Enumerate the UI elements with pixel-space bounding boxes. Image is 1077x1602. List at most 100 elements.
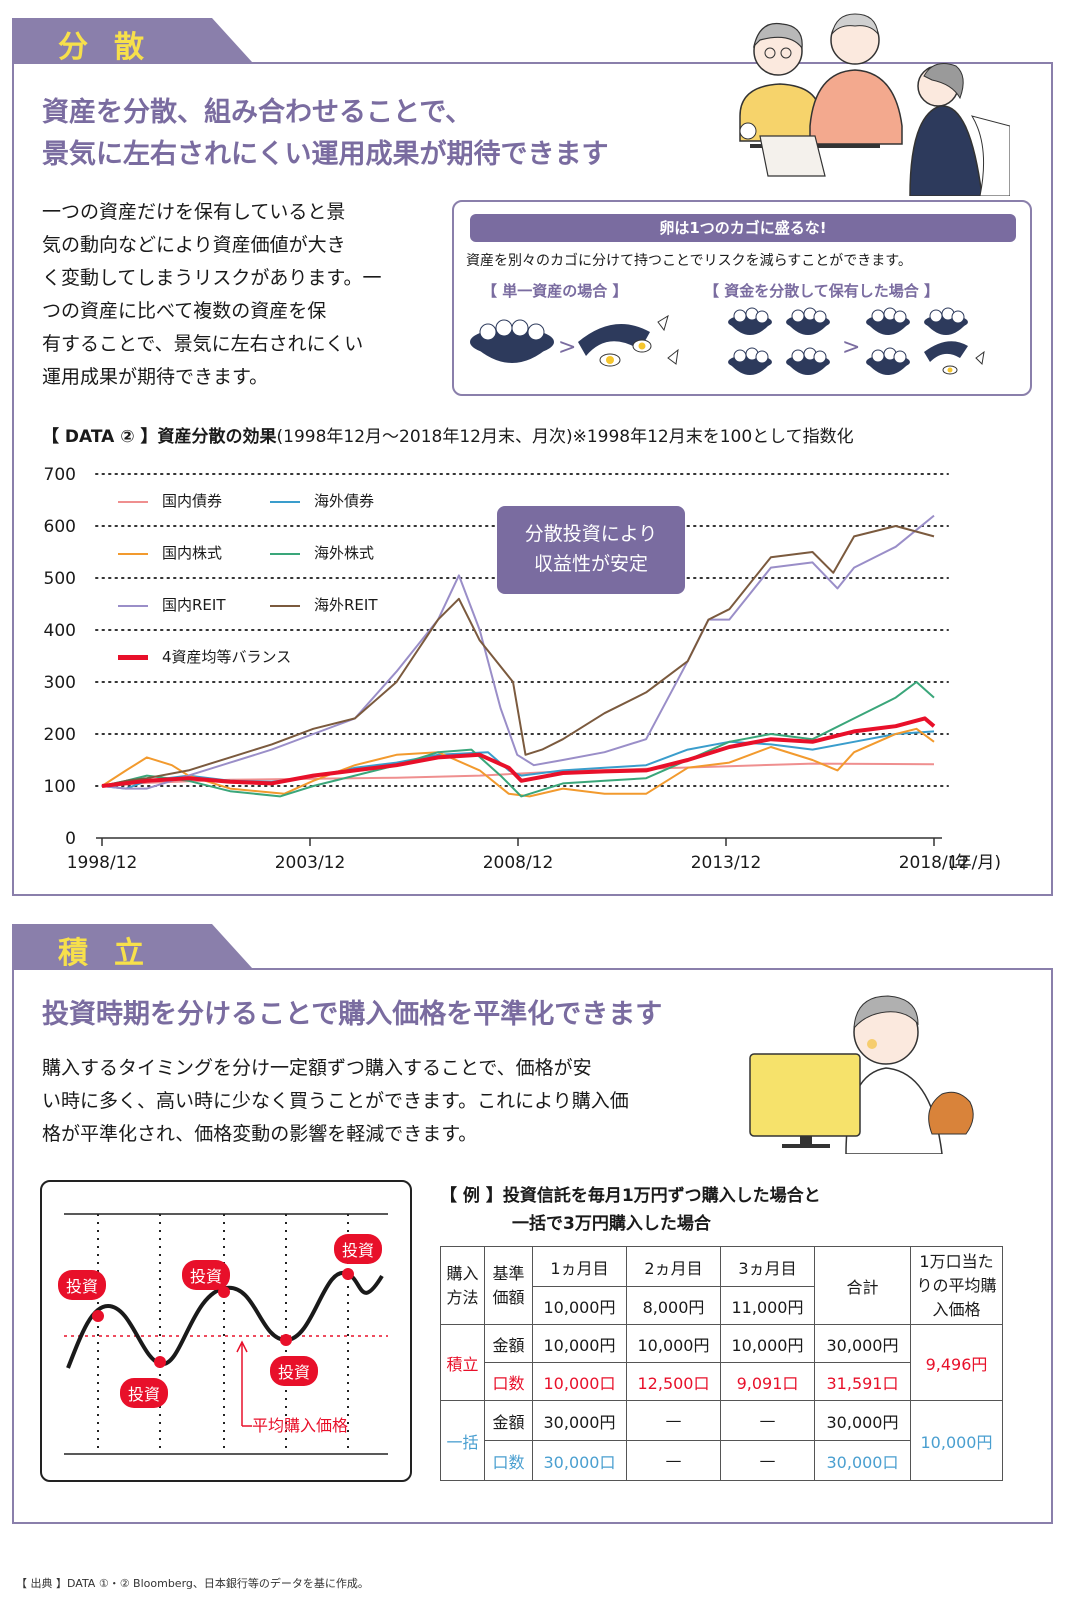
y-tick-label: 500 <box>44 569 76 589</box>
legend-item: 海外REIT <box>270 594 378 615</box>
base-price-month-2: 8,000円 <box>626 1286 721 1325</box>
headline-line-2: 景気に左右されにくい運用成果が期待できます <box>42 139 609 170</box>
section-tsumitate-title: 積立 <box>58 936 170 971</box>
lump-average-price: 10,000円 <box>910 1400 1003 1481</box>
y-tick-label: 0 <box>65 829 76 849</box>
egg-box-subtitle: 資産を別々のカゴに分けて持つことでリスクを減らすことができます。 <box>466 253 912 269</box>
invest-label-1: 投資 <box>58 1270 107 1300</box>
series-line <box>101 681 935 798</box>
body-line: つの資産に比べて複数の資産を保 <box>42 300 327 322</box>
tsumitate-amount-1: 10,000円 <box>532 1324 627 1363</box>
legend-label: 海外株式 <box>314 544 375 562</box>
x-axis-unit-label: (年/月) <box>948 853 1001 873</box>
average-price-label: 平均購入価格 <box>252 1416 349 1435</box>
lump-amount-label: 金額 <box>484 1400 533 1441</box>
svg-text:>: > <box>558 335 576 360</box>
header-month-3: 3ヵ月目 <box>720 1246 815 1287</box>
x-tick-label: 1998/12 <box>67 853 138 873</box>
legend-label: 国内株式 <box>162 544 223 562</box>
tsumitate-units-2: 12,500口 <box>626 1362 721 1401</box>
tsumitate-body: 購入するタイミングを分け一定額ずつ購入することで、価格が安 い時に多く、高い時に… <box>42 1052 722 1151</box>
legend-item: 国内債券 <box>118 490 222 511</box>
headline-line-1: 資産を分散、組み合わせることで、 <box>42 97 473 128</box>
y-tick-label: 100 <box>44 777 76 797</box>
legend-swatch <box>118 500 148 503</box>
invest-label-5: 投資 <box>334 1234 383 1264</box>
chart-note: ※1998年12月末を100として指数化 <box>572 427 854 447</box>
lump-units-total: 30,000口 <box>814 1440 911 1481</box>
invest-label-3: 投資 <box>182 1260 231 1290</box>
diversification-callout: 分散投資により 収益性が安定 <box>497 506 685 594</box>
body-line: く変動してしまうリスクがあります。一 <box>42 267 382 289</box>
legend-swatch <box>118 655 148 660</box>
body-line: 一つの資産だけを保有していると景 <box>42 201 346 223</box>
tsumitate-amount-3: 10,000円 <box>720 1324 815 1363</box>
legend-item: 4資産均等バランス <box>118 646 291 667</box>
legend-label: 海外債券 <box>314 492 375 510</box>
legend-label: 国内債券 <box>162 492 223 510</box>
legend-item: 国内REIT <box>118 594 226 615</box>
legend-swatch <box>270 604 300 607</box>
row-tsumitate-label: 積立 <box>440 1324 485 1401</box>
body-line: 有することで、景気に左右されにくい <box>42 333 364 355</box>
y-tick-label: 300 <box>44 673 76 693</box>
legend-label: 海外REIT <box>314 596 378 614</box>
base-price-month-1: 10,000円 <box>532 1286 627 1325</box>
row-lump-label: 一括 <box>440 1400 485 1481</box>
example-title-line-1: 【 例 】投資信託を毎月1万円ずつ購入した場合と <box>440 1186 821 1206</box>
chart-label: 【 DATA ② 】資産分散の効果 <box>42 427 277 447</box>
lump-amount-3: — <box>720 1400 815 1441</box>
lump-amount-1: 30,000円 <box>532 1400 627 1441</box>
multiple-baskets-icon <box>728 307 830 375</box>
lump-units-3: — <box>720 1440 815 1481</box>
section-diversification-header: 分散 <box>12 18 252 62</box>
header-total: 合計 <box>814 1246 911 1325</box>
x-tick-label: 2008/12 <box>483 853 554 873</box>
legend-item: 国内株式 <box>118 542 222 563</box>
tsumitate-units-total: 31,591口 <box>814 1362 911 1401</box>
tsumitate-amount-2: 10,000円 <box>626 1324 721 1363</box>
single-asset-case-label: 【 単一資産の場合 】 <box>482 282 628 300</box>
tsumitate-average-price: 9,496円 <box>910 1324 1003 1401</box>
y-tick-label: 400 <box>44 621 76 641</box>
series-line <box>101 716 936 788</box>
legend-item: 海外債券 <box>270 490 374 511</box>
body-line: い時に多く、高い時に少なく買うことができます。これにより購入価 <box>42 1090 629 1112</box>
lump-units-1: 30,000口 <box>532 1440 627 1481</box>
legend-swatch <box>270 552 300 555</box>
header-month-2: 2ヵ月目 <box>626 1246 721 1287</box>
tsumitate-units-label: 口数 <box>484 1362 533 1401</box>
x-tick-label: 2013/12 <box>691 853 762 873</box>
legend-label: 4資産均等バランス <box>162 648 292 666</box>
tsumitate-amount-total: 30,000円 <box>814 1324 911 1363</box>
example-title-line-2: 一括で3万円購入した場合 <box>512 1214 711 1234</box>
diversification-line-chart: 0 100 200 300 400 500 600 700 1998/12 2003/12 2008… <box>44 465 1001 873</box>
base-price-month-3: 11,000円 <box>720 1286 815 1325</box>
series-line <box>101 514 935 790</box>
section-tsumitate-header: 積立 <box>12 924 252 968</box>
header-method: 購入方法 <box>440 1246 485 1325</box>
egg-box-title: 卵は1つのカゴに盛るな! <box>470 214 1016 242</box>
price-wave-diagram: 投資 投資 投資 投資 投資 平均購入価格 <box>40 1180 412 1482</box>
header-base-price: 基準価額 <box>484 1246 533 1325</box>
egg-basket-box: 卵は1つのカゴに盛るな! 資産を別々のカゴに分けて持つことでリスクを減らすことが… <box>452 200 1032 396</box>
tsumitate-units-1: 10,000口 <box>532 1362 627 1401</box>
legend-label: 国内REIT <box>162 596 226 614</box>
remaining-baskets-icon <box>866 307 985 375</box>
tsumitate-amount-label: 金額 <box>484 1324 533 1363</box>
lump-amount-2: — <box>626 1400 721 1441</box>
header-month-1: 1ヵ月目 <box>532 1246 627 1287</box>
series-line <box>101 525 935 787</box>
y-tick-label: 200 <box>44 725 76 745</box>
callout-line-1: 分散投資により <box>524 523 658 545</box>
body-line: 運用成果が期待できます。 <box>42 366 269 388</box>
y-tick-label: 600 <box>44 517 76 537</box>
chart-title: 【 DATA ② 】資産分散の効果(1998年12月〜2018年12月末、月次)… <box>42 422 854 447</box>
chart-period: (1998年12月〜2018年12月末、月次) <box>276 427 573 447</box>
header-average: 1万口当たりの平均購入価格 <box>910 1246 1003 1325</box>
tsumitate-headline: 投資時期を分けることで購入価格を平準化できます <box>42 999 663 1030</box>
section-diversification-title: 分散 <box>58 30 170 65</box>
body-line: 購入するタイミングを分け一定額ずつ購入することで、価格が安 <box>42 1057 592 1079</box>
svg-text:>: > <box>842 335 860 360</box>
legend-swatch <box>118 604 148 607</box>
